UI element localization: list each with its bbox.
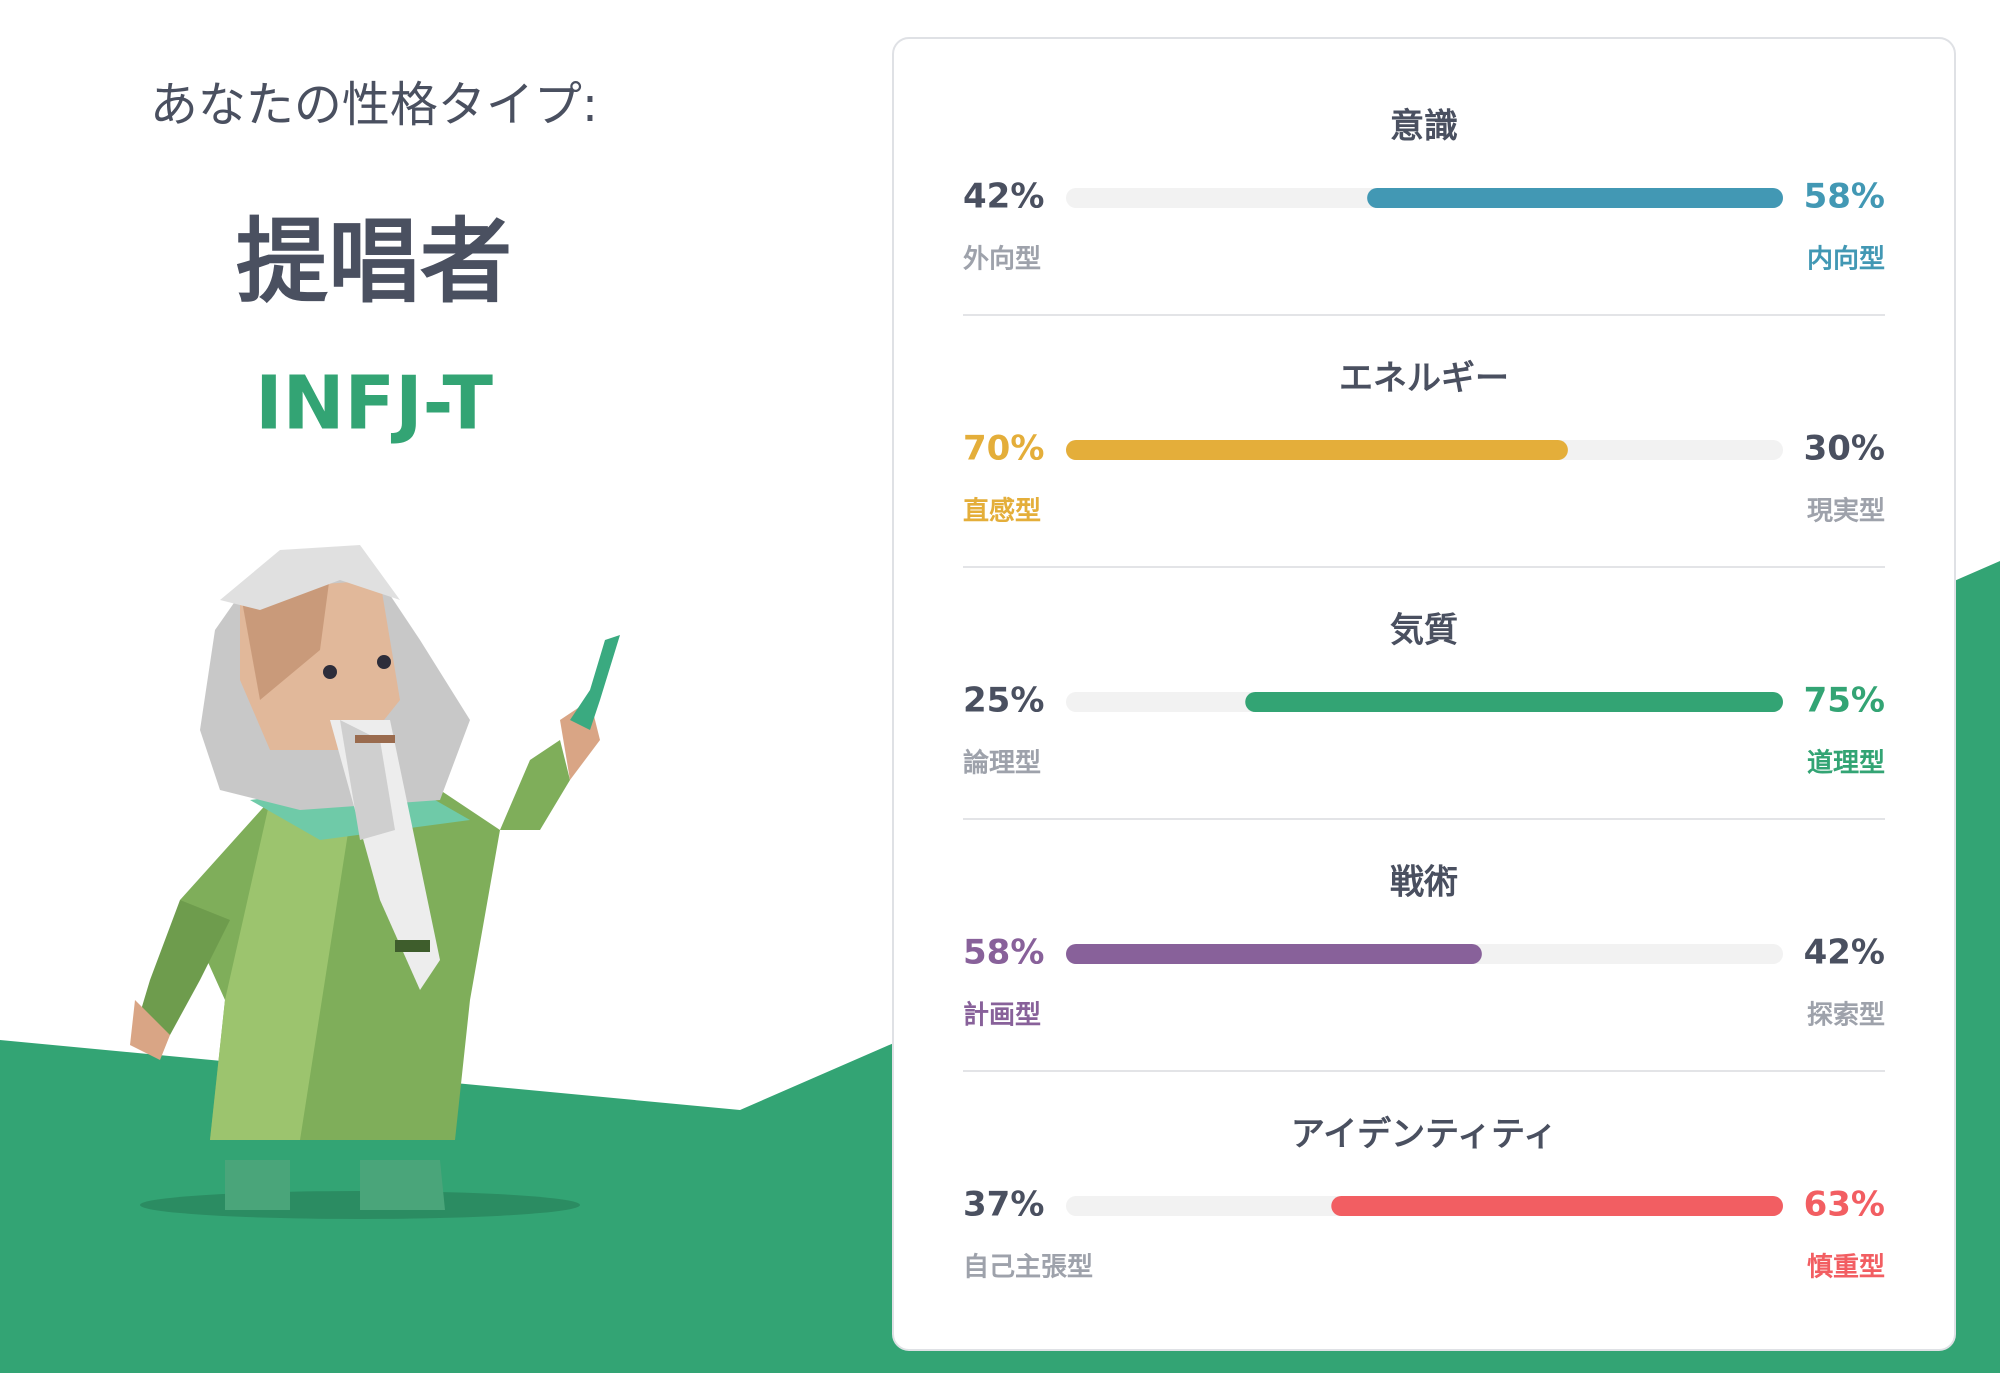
left-trait: 計画型	[963, 1000, 1041, 1031]
left-trait: 外向型	[963, 244, 1041, 275]
right-percent: 30%	[1804, 429, 1885, 469]
left-percent: 37%	[963, 1185, 1044, 1225]
left-percent: 25%	[963, 681, 1044, 721]
left-trait: 自己主張型	[963, 1252, 1093, 1283]
right-trait: 現実型	[1807, 496, 1885, 527]
trait-title: 気質	[1390, 611, 1458, 651]
type-code: INFJ-T	[255, 361, 493, 447]
type-name: 提唱者	[236, 208, 512, 315]
trait-title: エネルギー	[1339, 359, 1509, 399]
right-percent: 63%	[1804, 1185, 1885, 1225]
right-trait: 内向型	[1807, 244, 1885, 275]
right-percent: 75%	[1804, 681, 1885, 721]
right-trait: 道理型	[1807, 748, 1885, 779]
right-percent: 42%	[1804, 933, 1885, 973]
character-illustration	[130, 545, 620, 1219]
left-percent: 70%	[963, 429, 1044, 469]
trait-title: 意識	[1390, 107, 1458, 147]
left-trait: 直感型	[963, 497, 1041, 527]
left-percent: 42%	[963, 177, 1044, 217]
right-trait: 探索型	[1807, 1001, 1885, 1031]
right-trait: 慎重型	[1807, 1253, 1885, 1283]
trait-title: 戦術	[1390, 863, 1458, 903]
left-trait: 論理型	[963, 748, 1041, 779]
bar-fill	[1367, 188, 1783, 208]
left-percent: 58%	[963, 933, 1044, 973]
bar-fill	[1066, 440, 1568, 460]
bar-fill	[1331, 1196, 1783, 1216]
trait-title: アイデンティティ	[1291, 1115, 1557, 1155]
bar-fill	[1245, 692, 1783, 712]
bar-fill	[1066, 944, 1482, 964]
prompt: あなたの性格タイプ:	[150, 77, 598, 133]
right-percent: 58%	[1804, 177, 1885, 217]
